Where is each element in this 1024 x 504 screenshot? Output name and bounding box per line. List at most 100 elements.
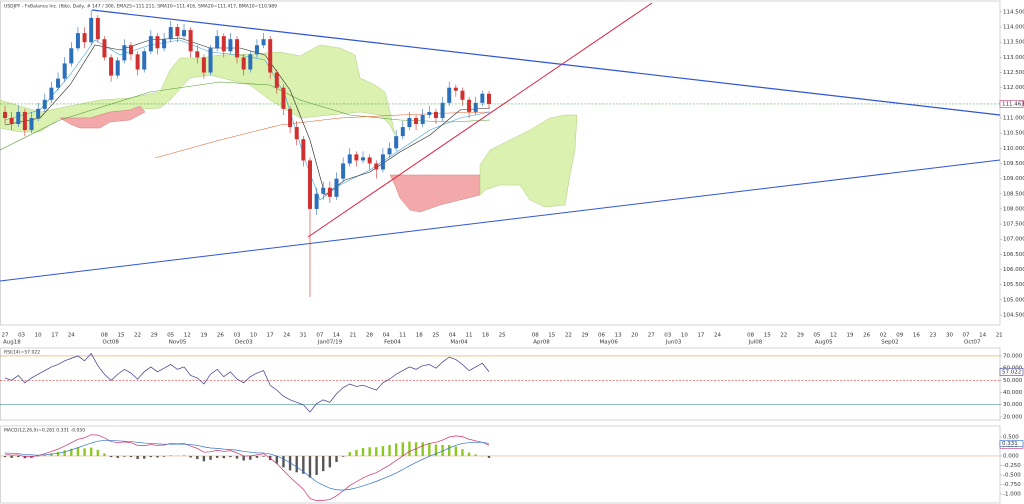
moving-average-200 [154, 111, 491, 159]
candle-body [162, 39, 167, 49]
chart-title: USDJPY - FxBalance Inc. (fbb), Daily, # … [4, 4, 277, 10]
macd-histogram-bar [229, 455, 232, 458]
candle-body [354, 154, 359, 161]
ichimoku-cloud [0, 44, 578, 213]
candle-body [281, 87, 286, 109]
last-price-box [999, 100, 1024, 108]
macd-histogram-bar [3, 455, 7, 458]
macd-title: MACD(12,26,9)=0.281 0.331 -0.050 [4, 428, 85, 434]
price-tick-label: 110.500 [1003, 131, 1024, 137]
candle-body [361, 157, 366, 161]
x-tick-label: 07 [316, 333, 323, 339]
price-tick-label: 114.500 [1003, 9, 1024, 15]
macd-histogram-bar [381, 446, 385, 456]
x-tick-label: 21 [349, 333, 356, 339]
candle-body [201, 57, 206, 73]
candle-body [334, 178, 339, 197]
candle-body [16, 111, 21, 125]
candle-body [274, 72, 279, 88]
rsi-value-box [999, 367, 1024, 376]
rsi-value-label: 57.022 [1002, 369, 1021, 375]
price-tick-label: 107.500 [1003, 222, 1024, 228]
x-month-label: Jul08 [748, 340, 763, 346]
candle-body [301, 139, 306, 161]
macd-tick-label: -0.500 [1003, 472, 1021, 478]
x-tick-label: 24 [68, 333, 75, 339]
macd-histogram-bar [209, 455, 212, 460]
signal-line [4, 440, 490, 491]
price-tick-label: 105.000 [1003, 297, 1024, 303]
x-tick-label: 23 [929, 333, 936, 339]
macd-histogram-bar [23, 455, 27, 459]
macd-histogram-bar [182, 455, 186, 456]
candle-body [407, 117, 412, 128]
price-tick-label: 114.000 [1003, 25, 1024, 31]
candle-body [49, 87, 54, 100]
rsi-panel [0, 347, 1001, 421]
rsi-tick-label: 50.000 [1003, 378, 1023, 384]
x-month-label: Apr08 [533, 340, 550, 346]
rsi-tick-label: 70.000 [1003, 353, 1023, 359]
rsi-tick-label: 40.000 [1003, 390, 1023, 396]
macd-histogram-bar [368, 447, 371, 456]
candle-body [115, 60, 120, 76]
candle-body [374, 163, 379, 170]
macd-histogram-bar [487, 455, 491, 458]
x-tick-label: 28 [366, 333, 373, 339]
last-price-label: 111.463 [1002, 101, 1024, 107]
x-tick-label: 08 [101, 333, 108, 339]
candle-body [221, 36, 226, 52]
macd-panel [0, 425, 1001, 504]
candle-body [215, 36, 220, 49]
macd-histogram-bar [156, 455, 159, 458]
macd-histogram-bar [215, 455, 219, 458]
candle-body [3, 111, 7, 118]
candle-body [268, 39, 273, 73]
trendline-lower [0, 159, 1001, 282]
candle-body [95, 17, 100, 40]
price-tick-label: 107.000 [1003, 237, 1024, 243]
x-tick-label: 12 [830, 333, 837, 339]
x-tick-label: 04 [449, 333, 456, 339]
macd-histogram-bar [109, 455, 113, 458]
x-tick-label: 29 [797, 333, 804, 339]
x-month-label: Jan07/19 [317, 340, 343, 346]
price-tick-label: 108.000 [1003, 206, 1024, 212]
price-tick-label: 110.000 [1003, 146, 1024, 152]
x-month-label: Oct08 [102, 340, 119, 346]
macd-histogram-bar [56, 451, 60, 456]
candle-body [473, 102, 478, 112]
moving-average-fast [4, 39, 491, 201]
trendline-support [307, 2, 653, 238]
candle-body [453, 87, 458, 91]
price-tick-label: 109.000 [1003, 176, 1024, 182]
x-tick-label: 24 [714, 333, 721, 339]
x-tick-label: 20 [631, 333, 638, 339]
price-tick-label: 106.500 [1003, 252, 1024, 258]
macd-histogram-bar [242, 455, 245, 461]
x-tick-label: 06 [598, 333, 605, 339]
macd-histogram-bar [315, 455, 318, 475]
rsi-line [4, 352, 490, 413]
candle-body [188, 30, 193, 52]
candle-body [400, 127, 405, 137]
macd-tick-label: 0.000 [1003, 453, 1019, 459]
x-tick-label: 11 [399, 333, 406, 339]
x-tick-label: 18 [482, 333, 489, 339]
macd-histogram-bar [401, 442, 404, 456]
candle-body [168, 27, 173, 40]
price-tick-label: 111.000 [1003, 115, 1024, 121]
candle-body [102, 39, 107, 58]
candle-body [248, 54, 253, 70]
x-tick-label: 15 [117, 333, 124, 339]
x-tick-label: 12 [184, 333, 191, 339]
x-tick-label: 19 [847, 333, 854, 339]
macd-histogram-bar [222, 455, 225, 459]
candle-body [36, 108, 41, 118]
candle-body [135, 54, 140, 70]
signal-value-label: 0.331 [1002, 441, 1018, 447]
macd-histogram-bar [76, 447, 80, 456]
candle-body [480, 93, 485, 103]
candle-body [128, 45, 133, 55]
x-tick-label: 17 [697, 333, 704, 339]
